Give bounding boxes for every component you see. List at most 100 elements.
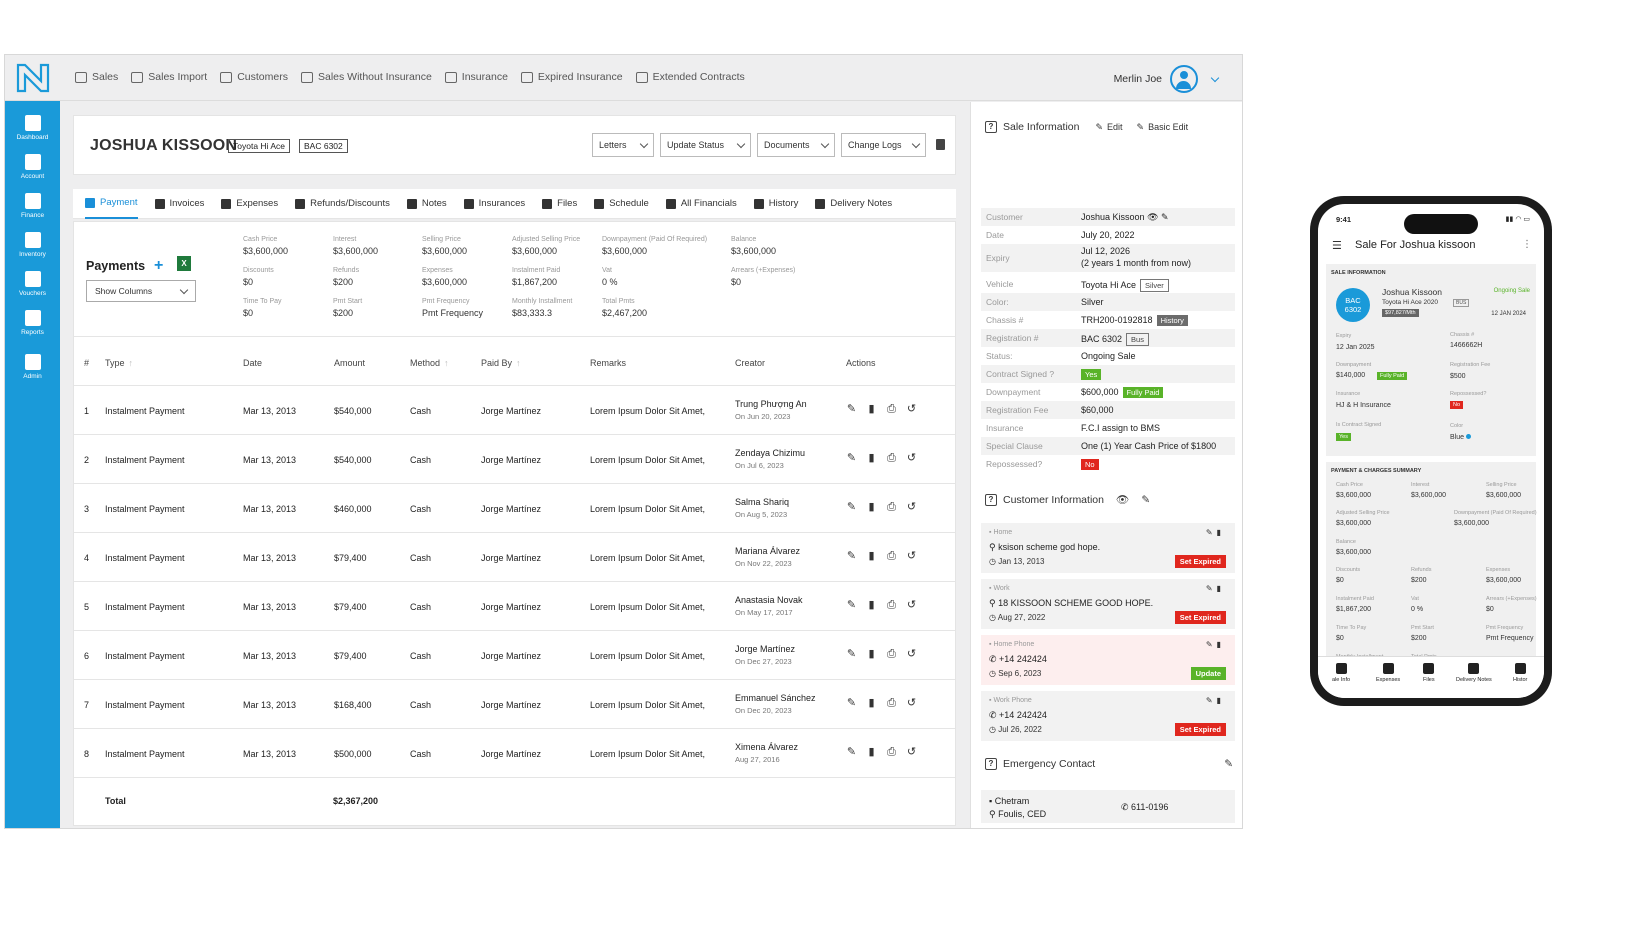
edit-icon[interactable]: ✎ [846, 550, 857, 562]
set-expired-button[interactable]: Set Expired [1174, 611, 1226, 624]
edit-icon[interactable]: ✎ [846, 648, 857, 660]
history-icon[interactable]: ↺ [906, 746, 917, 758]
phone-tab-1[interactable]: Expenses [1376, 663, 1400, 683]
sort-arrow-icon[interactable]: ↑ [444, 358, 449, 368]
edit-icon[interactable]: ✎ [846, 746, 857, 758]
tab-insurances[interactable]: Insurances [463, 189, 525, 219]
print-icon[interactable]: ⎙ [887, 648, 896, 660]
nav-item-0[interactable]: Sales [75, 71, 118, 83]
col-type[interactable]: Type ↑ [105, 358, 133, 368]
edit-icon[interactable]: ✎ [846, 452, 857, 464]
nav-item-6[interactable]: Extended Contracts [635, 71, 745, 83]
phone-tab-0[interactable]: ale Info [1332, 663, 1350, 683]
tab-invoices[interactable]: Invoices [154, 189, 204, 219]
print-icon[interactable]: ⎙ [887, 746, 896, 758]
col-method[interactable]: Method ↑ [410, 358, 449, 368]
sort-arrow-icon[interactable]: ↑ [128, 358, 134, 368]
table-row[interactable]: 5 Instalment Payment Mar 13, 2013 $79,400 Ca… [74, 582, 955, 631]
print-icon[interactable]: ⎙ [887, 501, 896, 513]
hamburger-menu-icon[interactable]: ☰ [1332, 240, 1342, 252]
edit-icon[interactable]: ✎ [846, 501, 857, 513]
sidebar-item-finance[interactable]: Finance [5, 193, 60, 219]
set-expired-button[interactable]: Set Expired [1174, 555, 1226, 568]
delete-icon[interactable]: ▮ [868, 403, 875, 415]
nav-item-4[interactable]: Insurance [444, 71, 508, 83]
tab-schedule[interactable]: Schedule [594, 189, 649, 219]
chevron-down-icon[interactable] [1210, 73, 1220, 82]
eye-icon[interactable]: 👁 [1147, 212, 1159, 222]
pencil-icon[interactable]: ✎ [1205, 696, 1217, 705]
nav-item-3[interactable]: Sales Without Insurance [300, 71, 432, 83]
app-logo[interactable] [15, 61, 51, 95]
nav-item-5[interactable]: Expired Insurance [520, 71, 623, 83]
nav-item-2[interactable]: Customers [220, 71, 288, 83]
tab-notes[interactable]: Notes [406, 189, 447, 219]
history-icon[interactable]: ↺ [906, 501, 917, 513]
sidebar-item-account[interactable]: Account [5, 154, 60, 180]
basic-edit-button[interactable]: ✎ Basic Edit [1137, 122, 1189, 133]
history-icon[interactable]: ↺ [906, 403, 917, 415]
history-badge[interactable]: History [1156, 315, 1188, 326]
table-row[interactable]: 8 Instalment Payment Mar 13, 2013 $500,000 C… [74, 729, 955, 778]
col-paid-by[interactable]: Paid By ↑ [481, 358, 521, 368]
delete-icon[interactable]: ▮ [868, 452, 875, 464]
pencil-icon[interactable]: ✎ [1205, 640, 1217, 649]
delete-icon[interactable]: ▮ [868, 648, 875, 660]
delete-icon[interactable] [936, 139, 945, 150]
tab-delivery-notes[interactable]: Delivery Notes [815, 189, 892, 219]
table-row[interactable]: 4 Instalment Payment Mar 13, 2013 $79,400 Ca… [74, 533, 955, 582]
sort-arrow-icon[interactable]: ↑ [516, 358, 521, 368]
tab-payment[interactable]: Payment [85, 189, 138, 219]
tab-expenses[interactable]: Expenses [221, 189, 278, 219]
delete-icon[interactable]: ▮ [868, 501, 875, 513]
sidebar-item-admin[interactable]: Admin [5, 354, 60, 380]
table-row[interactable]: 6 Instalment Payment Mar 13, 2013 $79,400 Ca… [74, 631, 955, 680]
documents-dropdown[interactable]: Documents [757, 133, 835, 157]
table-row[interactable]: 3 Instalment Payment Mar 13, 2013 $460,000 C… [74, 484, 955, 533]
history-icon[interactable]: ↺ [906, 648, 917, 660]
phone-tab-4[interactable]: Histor [1513, 663, 1527, 683]
phone-tab-2[interactable]: Files [1423, 663, 1435, 683]
print-icon[interactable]: ⎙ [887, 550, 896, 562]
print-icon[interactable]: ⎙ [887, 452, 896, 464]
more-options-icon[interactable]: ⋮ [1522, 239, 1532, 250]
user-avatar-icon[interactable] [1170, 65, 1198, 93]
phone-tab-3[interactable]: Delivery Notes [1456, 663, 1492, 683]
sidebar-item-inventory[interactable]: Inventory [5, 232, 60, 258]
pencil-icon[interactable]: ✎ [1205, 584, 1217, 593]
table-row[interactable]: 1 Instalment Payment Mar 13, 2013 $540,000 C… [74, 386, 955, 435]
history-icon[interactable]: ↺ [906, 550, 917, 562]
tab-history[interactable]: History [753, 189, 798, 219]
delete-icon[interactable]: ▮ [868, 697, 875, 709]
update-button[interactable]: Update [1190, 667, 1226, 680]
delete-icon[interactable]: ▮ [868, 550, 875, 562]
eye-icon[interactable]: 👁 [1115, 494, 1130, 506]
delete-icon[interactable]: ▮ [868, 746, 875, 758]
edit-icon[interactable]: ✎ [846, 403, 857, 415]
pencil-icon[interactable]: ✎ [1224, 758, 1233, 770]
update-status-dropdown[interactable]: Update Status [660, 133, 751, 157]
user-menu[interactable]: Merlin Joe [1114, 65, 1220, 93]
letters-dropdown[interactable]: Letters [592, 133, 654, 157]
delete-icon[interactable]: ▮ [1216, 528, 1225, 537]
print-icon[interactable]: ⎙ [887, 599, 896, 611]
delete-icon[interactable]: ▮ [868, 599, 875, 611]
change-logs-dropdown[interactable]: Change Logs [841, 133, 926, 157]
edit-button[interactable]: ✎ Edit [1095, 122, 1122, 133]
history-icon[interactable]: ↺ [906, 599, 917, 611]
pencil-icon[interactable]: ✎ [1161, 212, 1169, 222]
set-expired-button[interactable]: Set Expired [1174, 723, 1226, 736]
table-row[interactable]: 2 Instalment Payment Mar 13, 2013 $540,000 C… [74, 435, 955, 484]
add-payment-icon[interactable]: + [154, 257, 164, 274]
tab-all-financials[interactable]: All Financials [665, 189, 737, 219]
history-icon[interactable]: ↺ [906, 452, 917, 464]
sidebar-item-vouchers[interactable]: Vouchers [5, 271, 60, 297]
pencil-icon[interactable]: ✎ [1141, 493, 1151, 506]
delete-icon[interactable]: ▮ [1216, 696, 1225, 705]
emergency-phone[interactable]: ✆ 611-0196 [1121, 802, 1169, 812]
edit-icon[interactable]: ✎ [846, 599, 857, 611]
table-row[interactable]: 7 Instalment Payment Mar 13, 2013 $168,400 C… [74, 680, 955, 729]
sidebar-item-reports[interactable]: Reports [5, 310, 60, 336]
delete-icon[interactable]: ▮ [1216, 584, 1225, 593]
delete-icon[interactable]: ▮ [1216, 640, 1225, 649]
